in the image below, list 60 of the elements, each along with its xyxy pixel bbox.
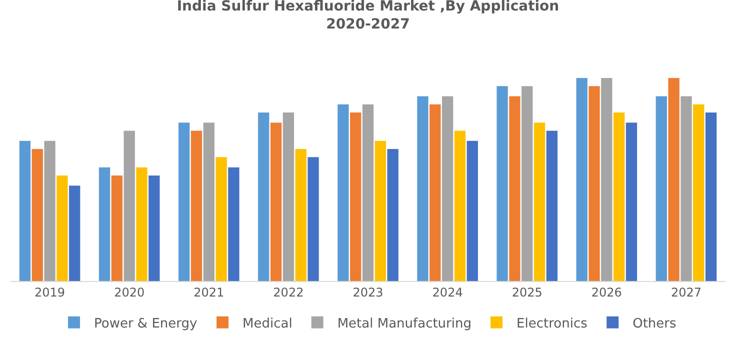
bar	[588, 86, 600, 281]
bar	[680, 96, 692, 281]
bar	[626, 122, 638, 281]
legend-label: Medical	[242, 316, 292, 332]
bar	[44, 140, 56, 281]
bar	[270, 122, 282, 281]
bar	[705, 112, 717, 281]
bar	[374, 140, 386, 281]
bar	[496, 86, 508, 281]
x-tick-label: 2022	[273, 285, 304, 300]
bar	[228, 167, 240, 281]
x-tick-label: 2023	[352, 285, 384, 300]
bar	[522, 86, 533, 281]
chart-title: India Sulfur Hexafluoride Market ,By Application 2020-2027	[176, 0, 560, 33]
bar	[362, 104, 374, 281]
bar	[98, 167, 110, 281]
bar	[69, 186, 80, 281]
bar	[417, 96, 428, 281]
bar	[308, 157, 319, 281]
bar	[576, 78, 588, 281]
bar	[136, 167, 148, 281]
x-tick-label: 2026	[591, 285, 622, 300]
bar	[454, 130, 466, 281]
x-tick-label: 2027	[670, 285, 702, 300]
legend-label: Electronics	[516, 316, 588, 332]
bar	[387, 149, 398, 281]
bar	[601, 78, 612, 281]
bar	[534, 122, 546, 281]
x-tick-label: 2019	[34, 285, 66, 300]
bar	[656, 96, 667, 281]
bar	[258, 112, 270, 281]
bar	[338, 104, 349, 281]
bar	[350, 112, 362, 281]
bar	[546, 130, 558, 281]
bar	[56, 175, 68, 281]
bar	[466, 140, 478, 281]
bar	[613, 112, 625, 281]
bar	[148, 175, 160, 281]
bar	[282, 112, 294, 281]
bar	[190, 130, 202, 281]
bar	[693, 104, 704, 281]
bar	[32, 149, 43, 281]
bar	[178, 122, 190, 281]
bar	[19, 140, 31, 281]
x-tick-label: 2025	[512, 285, 542, 300]
bar	[668, 78, 680, 281]
x-tick-label: 2024	[432, 285, 463, 300]
bar	[442, 96, 454, 281]
legend-label: Others	[632, 316, 676, 332]
legend-label: Metal Manufacturing	[337, 316, 472, 332]
x-tick-label: 2020	[114, 285, 145, 300]
bar	[295, 149, 306, 281]
x-tick-label: 2021	[194, 285, 224, 300]
bar	[216, 157, 227, 281]
legend-label: Power & Energy	[94, 316, 198, 332]
bar	[203, 122, 214, 281]
bar	[124, 130, 135, 281]
bar	[430, 104, 441, 281]
bar	[111, 175, 123, 281]
bar	[509, 96, 520, 281]
